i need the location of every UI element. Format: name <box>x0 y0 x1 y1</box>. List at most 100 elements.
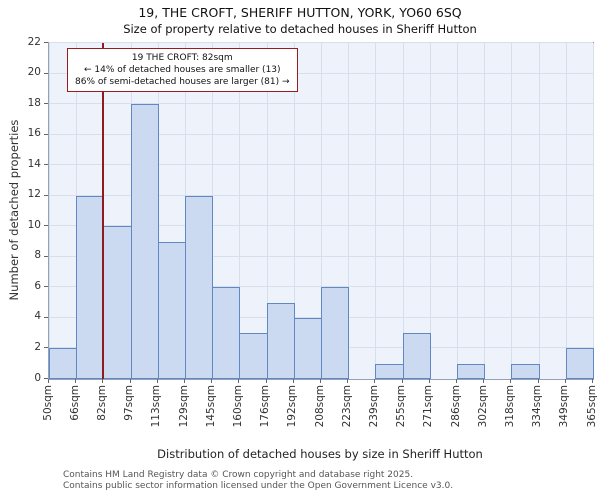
histogram-bar-145sqm <box>212 287 241 379</box>
horizontal-gridline <box>49 164 593 166</box>
histogram-bar-176sqm <box>266 302 295 379</box>
histogram-bar-97sqm <box>130 104 159 379</box>
vertical-gridline <box>593 43 594 379</box>
x-tickmark <box>129 379 131 383</box>
x-tickmark <box>211 379 213 383</box>
horizontal-gridline <box>49 72 593 74</box>
y-tick-14: 14 <box>27 157 41 170</box>
x-tickmark <box>347 379 349 383</box>
x-tick-365sqm: 365sqm <box>585 385 598 428</box>
x-tickmark <box>75 379 77 383</box>
y-tick-6: 6 <box>34 279 41 292</box>
x-tick-334sqm: 334sqm <box>531 385 544 428</box>
x-tick-208sqm: 208sqm <box>313 385 326 428</box>
x-tickmark <box>265 379 267 383</box>
y-tickmark <box>44 164 48 166</box>
histogram-bar-208sqm <box>321 287 350 379</box>
y-tickmark <box>44 194 48 196</box>
y-tickmark <box>44 133 48 135</box>
y-tick-12: 12 <box>27 188 41 201</box>
footer: Contains HM Land Registry data © Crown c… <box>63 470 453 492</box>
x-tickmark <box>184 379 185 383</box>
y-tick-16: 16 <box>27 127 41 140</box>
vertical-gridline <box>511 43 513 379</box>
annotation-larger-pct: 86% of semi-detached houses are larger (… <box>75 77 290 87</box>
y-tick-0: 0 <box>34 371 41 384</box>
y-tickmark <box>44 255 48 257</box>
y-tickmark <box>44 42 48 43</box>
y-tick-18: 18 <box>27 96 41 109</box>
x-tick-129sqm: 129sqm <box>177 385 190 428</box>
y-tickmark <box>44 225 48 227</box>
x-tickmark <box>537 379 539 383</box>
horizontal-gridline <box>49 286 593 288</box>
histogram-bar-192sqm <box>293 317 322 379</box>
horizontal-gridline <box>49 103 593 105</box>
histogram-bar-113sqm <box>157 241 186 379</box>
histogram-bar-66sqm <box>76 195 105 379</box>
x-tickmark <box>320 379 321 383</box>
histogram-bar-239sqm <box>375 363 404 379</box>
vertical-gridline <box>484 43 486 379</box>
histogram-bar-286sqm <box>457 363 486 379</box>
x-tick-160sqm: 160sqm <box>231 385 244 428</box>
x-tickmark <box>483 379 485 383</box>
x-tick-239sqm: 239sqm <box>367 385 380 428</box>
horizontal-gridline <box>49 194 593 196</box>
x-tickmark <box>401 379 403 383</box>
bars-layer <box>49 43 594 379</box>
y-tick-22: 22 <box>27 35 41 48</box>
x-tick-223sqm: 223sqm <box>340 385 353 428</box>
histogram-bar-349sqm <box>565 348 594 379</box>
x-tick-50sqm: 50sqm <box>41 385 54 421</box>
x-tickmark <box>456 379 457 383</box>
y-tickmark <box>44 72 48 74</box>
histogram-bar-255sqm <box>402 333 431 379</box>
vertical-gridline <box>321 43 322 379</box>
histogram-bar-318sqm <box>511 363 540 379</box>
vertical-gridline <box>293 43 295 379</box>
y-tick-8: 8 <box>34 249 41 262</box>
x-tick-82sqm: 82sqm <box>95 385 108 421</box>
y-tickmark <box>44 103 48 105</box>
x-tickmark <box>564 379 566 383</box>
horizontal-gridline <box>49 133 593 135</box>
x-tick-113sqm: 113sqm <box>150 385 163 428</box>
x-tick-66sqm: 66sqm <box>68 385 81 421</box>
y-tick-10: 10 <box>27 218 41 231</box>
y-tickmark <box>44 286 48 288</box>
x-tickmark <box>238 379 240 383</box>
footer-attribution-line2: Contains public sector information licen… <box>63 481 454 491</box>
annotation-smaller-pct: ← 14% of detached houses are smaller (13… <box>84 65 281 75</box>
x-tick-97sqm: 97sqm <box>123 385 136 421</box>
chart-title: 19, THE CROFT, SHERIFF HUTTON, YORK, YO6… <box>138 5 462 20</box>
vertical-gridline <box>239 43 241 379</box>
x-tick-318sqm: 318sqm <box>503 385 516 428</box>
histogram-bar-50sqm <box>49 348 78 379</box>
x-tick-192sqm: 192sqm <box>286 385 299 428</box>
y-tickmark <box>44 316 48 318</box>
y-tick-20: 20 <box>27 66 41 79</box>
vertical-gridline <box>565 43 567 379</box>
x-tickmark <box>592 379 593 383</box>
vertical-gridline <box>266 43 268 379</box>
histogram-bar-82sqm <box>103 226 132 379</box>
y-tickmark <box>44 347 48 349</box>
vertical-gridline <box>375 43 377 379</box>
y-tick-4: 4 <box>34 310 41 323</box>
x-tickmark <box>292 379 294 383</box>
y-axis-label: Number of detached properties <box>7 119 21 301</box>
x-tick-271sqm: 271sqm <box>422 385 435 428</box>
x-tickmark <box>156 379 158 383</box>
plot-area: 19 THE CROFT: 82sqm ← 14% of detached ho… <box>48 42 594 380</box>
x-tickmark <box>428 379 430 383</box>
x-tick-145sqm: 145sqm <box>204 385 217 428</box>
x-axis-label: Distribution of detached houses by size … <box>157 447 483 461</box>
horizontal-gridline <box>49 255 593 257</box>
x-tickmark <box>102 379 104 383</box>
x-tick-176sqm: 176sqm <box>259 385 272 428</box>
vertical-gridline <box>49 43 50 379</box>
y-tickmark <box>44 378 48 379</box>
vertical-gridline <box>429 43 431 379</box>
